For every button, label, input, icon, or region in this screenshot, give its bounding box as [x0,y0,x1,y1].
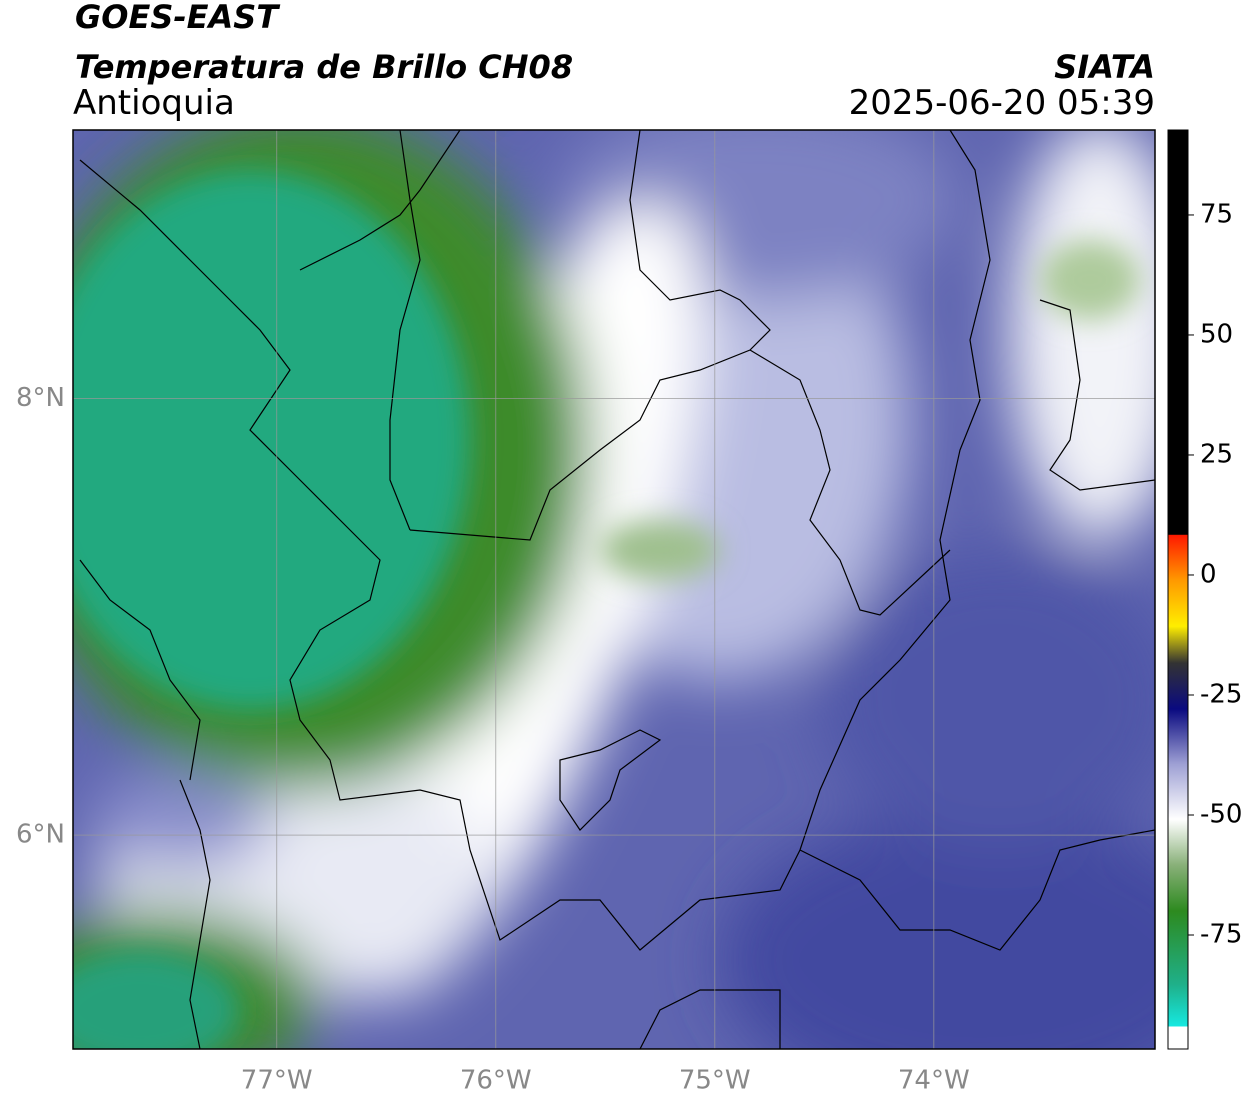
source: SIATA [1054,48,1155,86]
colorbar-tick-label: 25 [1200,439,1233,469]
colorbar-tick-label: -25 [1200,679,1242,709]
subtitle: Temperatura de Brillo CH08 [75,48,573,86]
title: GOES-EAST [75,0,280,36]
timestamp: 2025-06-20 05:39 [849,83,1155,123]
lat-tick-label: 8°N [16,383,65,413]
colorbar-tick-label: -75 [1200,919,1242,949]
lon-tick-label: 76°W [460,1066,532,1096]
satellite-image [73,130,1155,1049]
lon-tick-label: 77°W [241,1066,313,1096]
graticule [73,130,1155,1049]
colorbar-tick-label: 50 [1200,319,1233,349]
colorbar-tick-label: 0 [1200,559,1217,589]
region: Antioquia [73,83,235,123]
colorbar-tick-label: 75 [1200,199,1233,229]
lat-tick-label: 6°N [16,820,65,850]
lon-tick-label: 74°W [898,1066,970,1096]
map-frame [72,129,1156,1050]
lon-tick-label: 75°W [679,1066,751,1096]
colorbar [1167,129,1189,1050]
colorbar-tick-label: -50 [1200,799,1242,829]
